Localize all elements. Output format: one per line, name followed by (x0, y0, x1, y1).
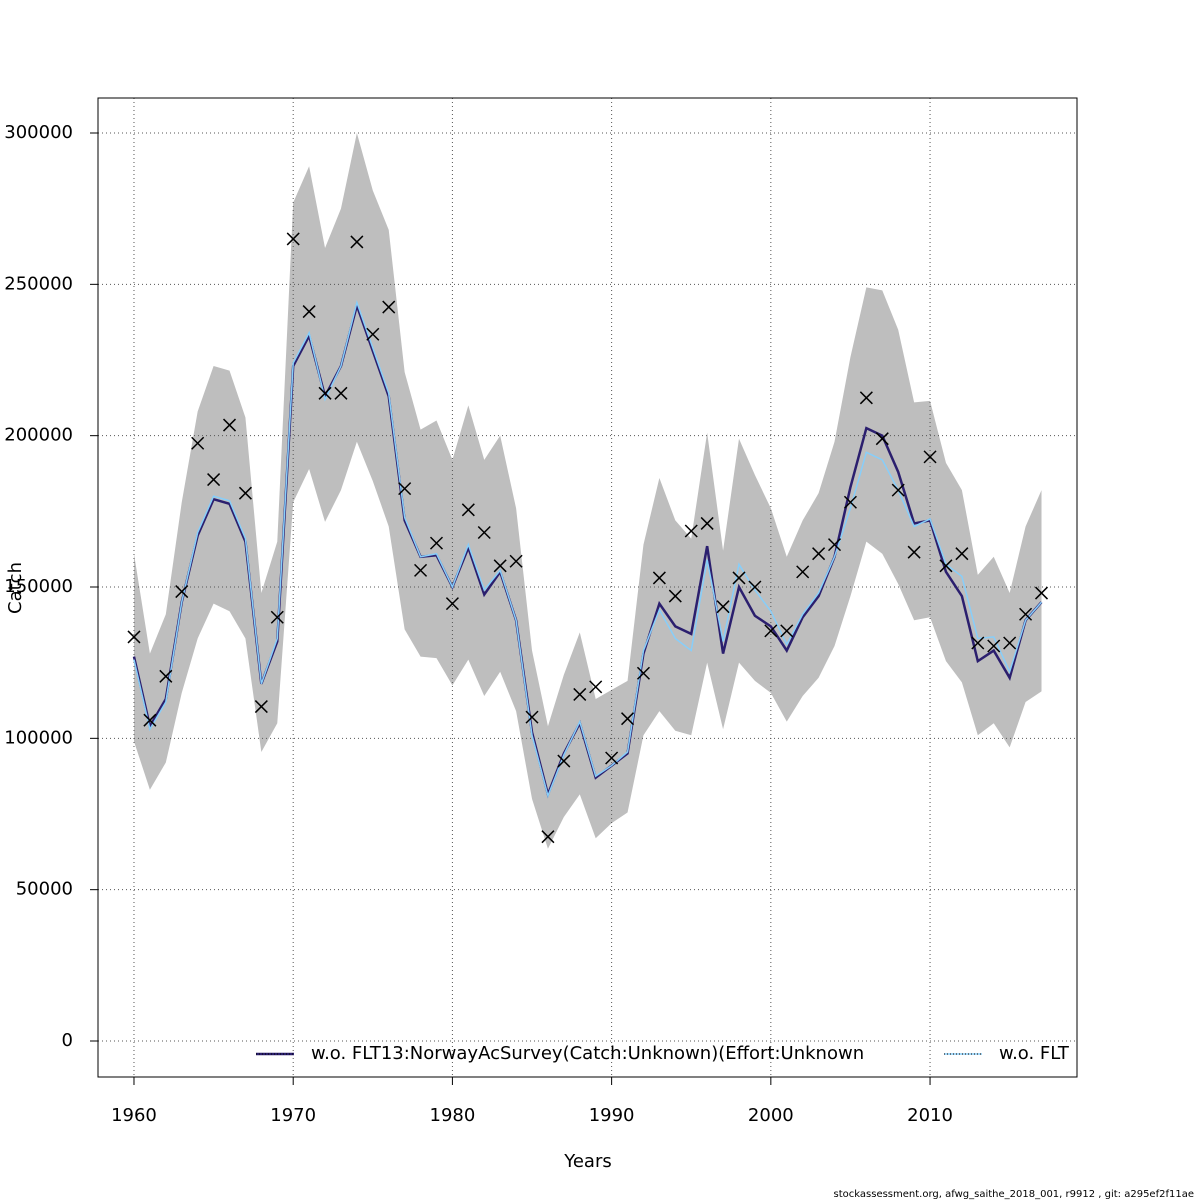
observed-point (684, 524, 698, 538)
x-axis-label: Years (563, 1151, 612, 1172)
x-tick-label: 1970 (270, 1105, 316, 1126)
x-tick-label: 1990 (589, 1105, 635, 1126)
observed-point (796, 565, 810, 579)
observed-point (477, 525, 491, 540)
x-tick-label: 1960 (111, 1105, 157, 1126)
observed-point (955, 547, 969, 561)
observed-point (414, 563, 428, 577)
observed-point (843, 495, 857, 509)
observed-point (732, 571, 746, 585)
y-tick-label: 100000 (4, 727, 73, 748)
observed-point (987, 639, 1001, 653)
observed-point (636, 666, 650, 680)
observed-point (143, 713, 157, 727)
observed-point (382, 300, 396, 314)
observed-point (191, 436, 205, 450)
x-tick-label: 2010 (907, 1105, 953, 1126)
observed-point (589, 680, 603, 694)
y-tick-label: 300000 (4, 122, 73, 143)
observed-point (907, 545, 921, 559)
observed-point (302, 305, 316, 319)
legend-label: w.o. FLT13:NorwayAcSurvey(Catch:Unknown)… (311, 1043, 864, 1064)
observed-point (222, 418, 237, 432)
y-tick-label: 50000 (16, 879, 73, 900)
x-tick-label: 2000 (748, 1105, 794, 1126)
observed-point (605, 751, 619, 765)
observed-point (780, 624, 794, 638)
observed-point (461, 503, 475, 517)
observed-point (621, 712, 635, 726)
observed-point (764, 624, 778, 638)
observed-point (573, 687, 587, 701)
observed-point (1034, 586, 1049, 600)
confidence-band (133, 133, 1042, 849)
observed-point (668, 589, 682, 603)
observed-point (207, 473, 221, 487)
y-tick-label: 200000 (4, 425, 73, 446)
observed-point (254, 700, 268, 714)
plot-area (98, 98, 1077, 1077)
observed-point (175, 585, 189, 599)
y-tick-label: 150000 (4, 576, 73, 597)
observed-point (270, 610, 284, 624)
observed-point (318, 386, 332, 400)
observed-point (286, 232, 300, 246)
observed-point (939, 559, 953, 573)
observed-point (827, 538, 842, 552)
observed-point (652, 571, 666, 585)
observed-point (557, 754, 571, 768)
legend: w.o. FLT13:NorwayAcSurvey(Catch:Unknown)… (256, 1043, 1070, 1064)
series-line (133, 299, 1043, 799)
observed-point (159, 669, 173, 683)
observed-point (429, 536, 444, 550)
observed-point (700, 516, 714, 530)
observed-point (859, 391, 873, 405)
observed-point (509, 554, 523, 568)
legend-label: w.o. FLT (999, 1043, 1070, 1064)
observed-point (1003, 636, 1017, 650)
observed-point (1019, 607, 1033, 621)
observed-point (748, 580, 762, 594)
observed-point (971, 636, 985, 650)
observed-point (127, 630, 141, 644)
observed-point (812, 547, 826, 561)
observed-point (716, 600, 730, 614)
footer: stockassessment.org, afwg_saithe_2018_00… (834, 1189, 1194, 1200)
observed-point (238, 486, 252, 500)
y-tick-label: 0 (62, 1030, 73, 1051)
y-axis-label: Catch (5, 562, 26, 614)
observed-point (493, 559, 507, 573)
plot-frame (97, 97, 1078, 1078)
observed-point (525, 710, 539, 724)
observed-point (445, 597, 459, 611)
observed-point (366, 327, 380, 341)
observed-point (875, 432, 889, 446)
observed-point (350, 235, 364, 249)
x-tick-label: 1980 (430, 1105, 476, 1126)
observed-point (334, 386, 348, 400)
observed-point (398, 482, 412, 496)
observed-point (923, 450, 937, 464)
observed-point (541, 830, 555, 844)
y-tick-label: 250000 (4, 273, 73, 294)
observed-point (891, 483, 905, 497)
